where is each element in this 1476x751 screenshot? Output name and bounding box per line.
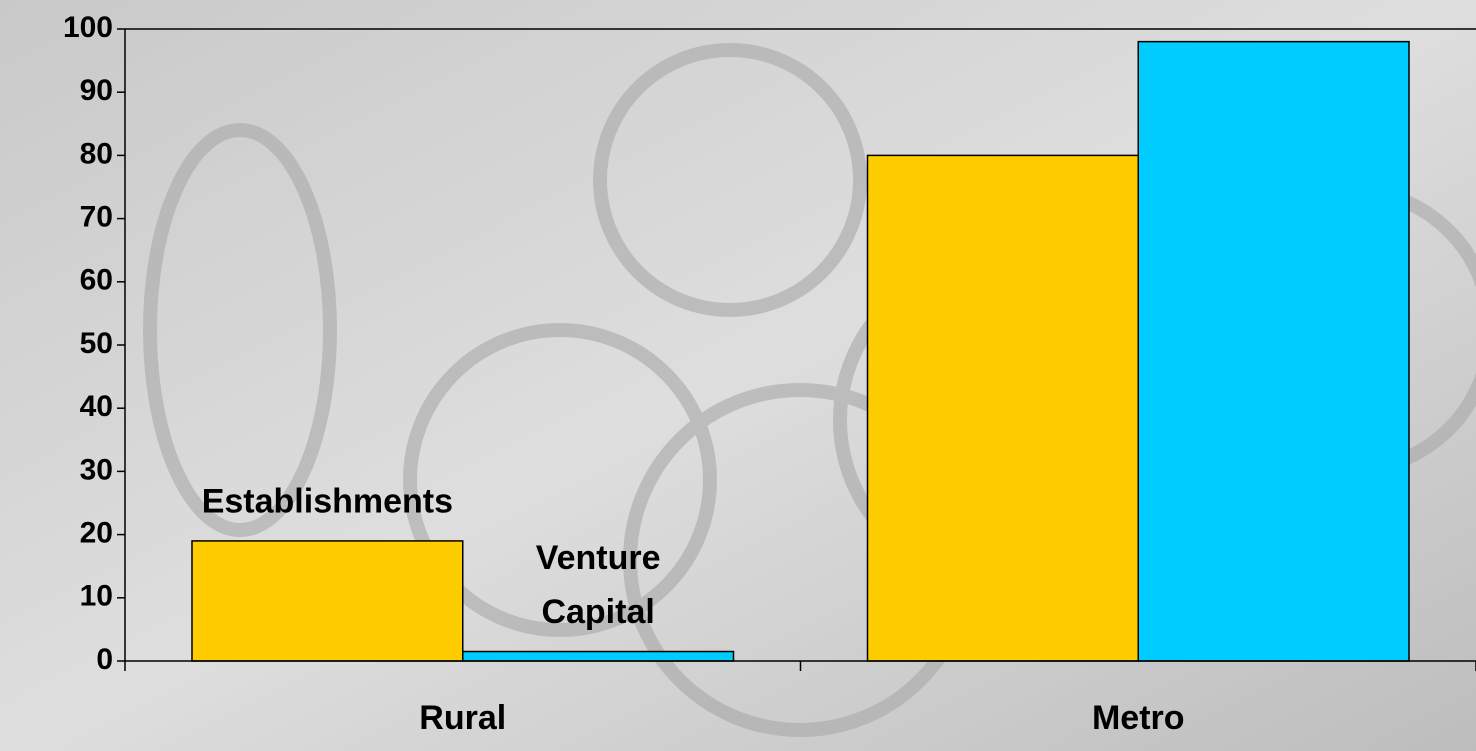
- series-label: Venture Capital: [535, 538, 661, 632]
- y-tick-label: 30: [80, 453, 113, 486]
- bar: [1137, 40, 1410, 662]
- y-tick-label: 70: [80, 201, 113, 234]
- y-tick-label: 0: [96, 643, 113, 676]
- series-label: Establishments: [201, 482, 454, 521]
- y-tick-label: 10: [80, 580, 113, 613]
- y-tick-label: 40: [80, 390, 113, 423]
- y-tick-label: 60: [80, 264, 113, 297]
- x-tick-label: Metro: [1092, 699, 1185, 737]
- y-tick-label: 20: [80, 517, 113, 550]
- y-tick-label: 50: [80, 327, 113, 360]
- y-tick-label: 80: [80, 137, 113, 170]
- y-tick-label: 100: [63, 11, 113, 44]
- bar: [866, 154, 1139, 662]
- x-tick-label: Rural: [419, 699, 506, 737]
- bar: [191, 540, 464, 662]
- bar: [462, 650, 735, 662]
- y-tick-label: 90: [80, 74, 113, 107]
